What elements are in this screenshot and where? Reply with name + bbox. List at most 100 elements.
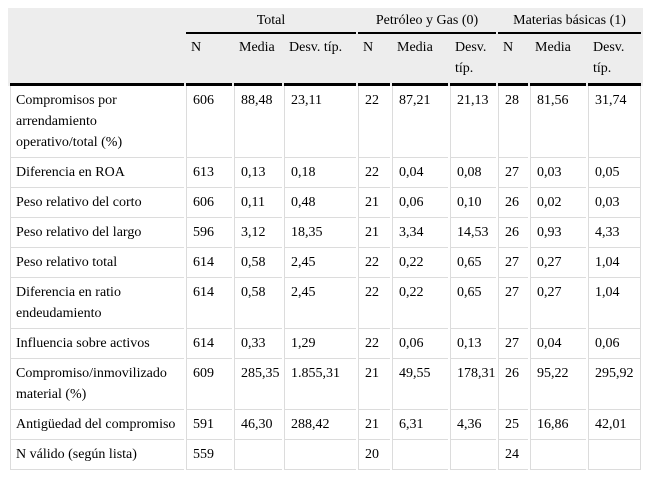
subheader-total-desv: Desv. típ. (284, 34, 357, 86)
cell-value: 606 (186, 188, 232, 218)
cell-value: 21 (358, 410, 391, 440)
table-header: Total Petróleo y Gas (0) Materias básica… (10, 8, 642, 86)
subheader-total-n: N (186, 34, 232, 86)
cell-value: 22 (358, 158, 391, 188)
subheader-pyg-media: Media (392, 34, 449, 86)
cell-value: 606 (186, 86, 232, 158)
cell-value: 23,11 (284, 86, 357, 158)
cell-value: 0,48 (284, 188, 357, 218)
cell-value: 0,06 (392, 188, 449, 218)
row-label: Antigüedad del compromiso (10, 410, 184, 440)
cell-value (588, 440, 642, 470)
cell-value: 24 (498, 440, 529, 470)
row-label: Peso relativo del corto (10, 188, 184, 218)
table-body: Compromisos por arrendamiento operativo/… (10, 86, 642, 470)
cell-value: 6,31 (392, 410, 449, 440)
cell-value: 0,06 (588, 329, 642, 359)
cell-value: 1,04 (588, 248, 642, 278)
table-row: Peso relativo del corto 606 0,11 0,48 21 0,06… (10, 188, 642, 218)
table-row: Influencia sobre activos 614 0,33 1,29 22 0,0… (10, 329, 642, 359)
table-row: Antigüedad del compromiso 591 46,30 288,42 2… (10, 410, 642, 440)
cell-value (530, 440, 587, 470)
cell-value: 4,33 (588, 218, 642, 248)
cell-value: 295,92 (588, 359, 642, 410)
group-header-total: Total (186, 8, 357, 34)
table-row: Peso relativo del largo 596 3,12 18,35 21 3,3… (10, 218, 642, 248)
cell-value: 18,35 (284, 218, 357, 248)
cell-value: 22 (358, 278, 391, 329)
cell-value: 2,45 (284, 248, 357, 278)
statistics-table-container: Total Petróleo y Gas (0) Materias básica… (8, 8, 643, 470)
cell-value: 31,74 (588, 86, 642, 158)
cell-value (450, 440, 497, 470)
subheader-mb-media: Media (530, 34, 587, 86)
cell-value: 21 (358, 359, 391, 410)
subheader-pyg-n: N (358, 34, 391, 86)
cell-value: 0,04 (530, 329, 587, 359)
cell-value: 285,35 (234, 359, 282, 410)
cell-value: 46,30 (234, 410, 282, 440)
group-header-petroleo-y-gas: Petróleo y Gas (0) (358, 8, 497, 34)
row-label: Diferencia en ROA (10, 158, 184, 188)
cell-value: 25 (498, 410, 529, 440)
cell-value (234, 440, 282, 470)
cell-value: 4,36 (450, 410, 497, 440)
row-label: Influencia sobre activos (10, 329, 184, 359)
cell-value: 609 (186, 359, 232, 410)
cell-value: 0,08 (450, 158, 497, 188)
cell-value: 26 (498, 359, 529, 410)
cell-value: 0,18 (284, 158, 357, 188)
cell-value: 0,02 (530, 188, 587, 218)
cell-value: 16,86 (530, 410, 587, 440)
row-label: Peso relativo del largo (10, 218, 184, 248)
table-row: Diferencia en ratio endeudamiento 614 0,58… (10, 278, 642, 329)
cell-value: 22 (358, 86, 391, 158)
cell-value: 21 (358, 188, 391, 218)
table-row: Compromisos por arrendamiento operativo/… (10, 86, 642, 158)
cell-value: 0,05 (588, 158, 642, 188)
cell-value: 21 (358, 218, 391, 248)
cell-value: 14,53 (450, 218, 497, 248)
cell-value: 1,04 (588, 278, 642, 329)
row-label: Compromiso/inmovilizado material (%) (10, 359, 184, 410)
cell-value: 178,31 (450, 359, 497, 410)
cell-value: 21,13 (450, 86, 497, 158)
cell-value (284, 440, 357, 470)
row-label: Compromisos por arrendamiento operativo/… (10, 86, 184, 158)
cell-value (392, 440, 449, 470)
table-row: Diferencia en ROA 613 0,13 0,18 22 0,04 0,08 27… (10, 158, 642, 188)
cell-value: 26 (498, 218, 529, 248)
cell-value: 614 (186, 329, 232, 359)
table-row: Compromiso/inmovilizado material (%) 609 2… (10, 359, 642, 410)
cell-value: 0,93 (530, 218, 587, 248)
cell-value: 1.855,31 (284, 359, 357, 410)
cell-value: 27 (498, 329, 529, 359)
group-header-materias-basicas: Materias básicas (1) (498, 8, 642, 34)
cell-value: 0,22 (392, 278, 449, 329)
cell-value: 559 (186, 440, 232, 470)
cell-value: 3,34 (392, 218, 449, 248)
cell-value: 288,42 (284, 410, 357, 440)
cell-value: 95,22 (530, 359, 587, 410)
cell-value: 596 (186, 218, 232, 248)
subheader-mb-n: N (498, 34, 529, 86)
cell-value: 3,12 (234, 218, 282, 248)
cell-value: 0,10 (450, 188, 497, 218)
cell-value: 20 (358, 440, 391, 470)
cell-value: 591 (186, 410, 232, 440)
cell-value: 88,48 (234, 86, 282, 158)
table-row: Peso relativo total 614 0,58 2,45 22 0,22 0,65… (10, 248, 642, 278)
cell-value: 27 (498, 278, 529, 329)
cell-value: 87,21 (392, 86, 449, 158)
table-row: N válido (según lista) 559 20 24 (10, 440, 642, 470)
cell-value: 0,65 (450, 278, 497, 329)
cell-value: 0,03 (530, 158, 587, 188)
cell-value: 613 (186, 158, 232, 188)
row-label: Peso relativo total (10, 248, 184, 278)
row-label: N válido (según lista) (10, 440, 184, 470)
cell-value: 27 (498, 248, 529, 278)
cell-value: 28 (498, 86, 529, 158)
cell-value: 0,65 (450, 248, 497, 278)
cell-value: 0,27 (530, 248, 587, 278)
cell-value: 2,45 (284, 278, 357, 329)
